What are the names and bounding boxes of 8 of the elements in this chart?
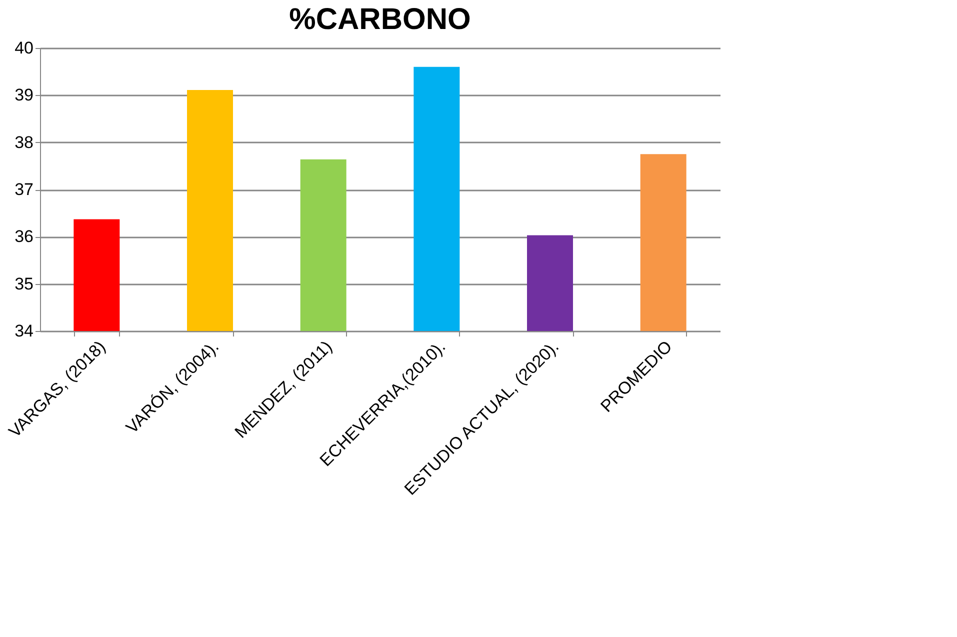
chart-title: %CARBONO	[289, 3, 471, 36]
y-tick-label: 35	[14, 274, 34, 294]
y-tick-label: 38	[14, 132, 34, 152]
y-tick-label: 37	[14, 180, 34, 199]
y-tick-label: 39	[14, 86, 34, 105]
y-tick-label: 40	[14, 38, 34, 58]
y-tick-label: 36	[14, 227, 34, 246]
y-tick-label: 34	[14, 322, 34, 340]
